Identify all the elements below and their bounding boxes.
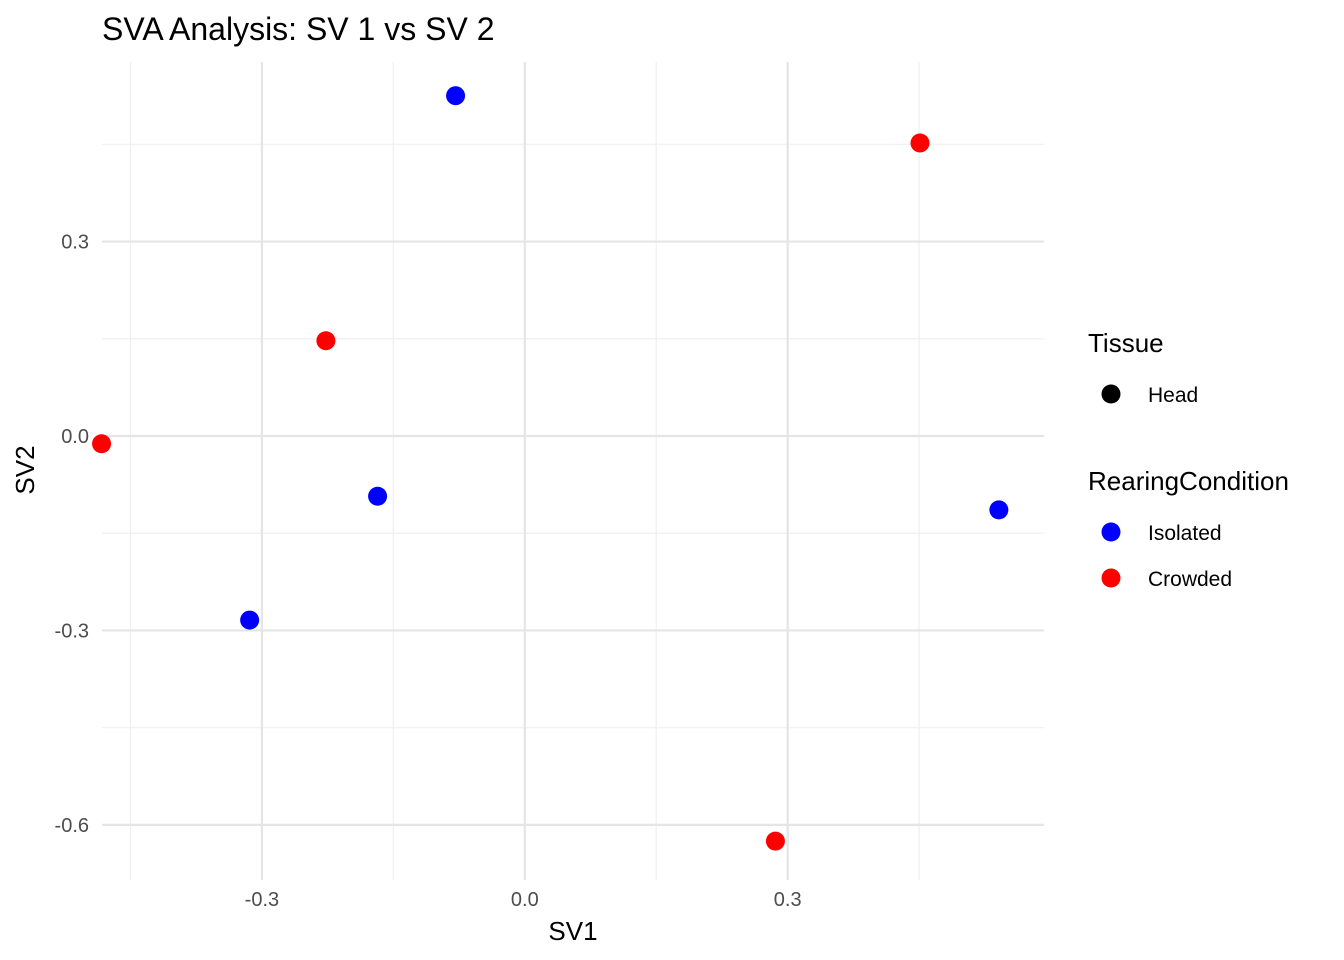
x-axis-title: SV1 (548, 916, 597, 946)
legend-key (1101, 384, 1121, 404)
legend: Tissue Head RearingCondition Isolated Crowde… (1088, 328, 1289, 591)
data-point-isolated (240, 610, 260, 630)
chart-title: SVA Analysis: SV 1 vs SV 2 (102, 11, 494, 47)
legend-label: Head (1148, 384, 1198, 407)
y-tick-label: 0.3 (61, 232, 89, 254)
data-point-isolated (989, 500, 1009, 520)
legend-title: RearingCondition (1088, 466, 1289, 496)
legend-label: Isolated (1148, 522, 1222, 545)
data-point-isolated (368, 486, 388, 506)
y-tick-label: 0.0 (61, 426, 89, 448)
y-axis-ticks: -0.6 -0.3 0.0 0.3 (55, 232, 89, 837)
data-point-crowded (765, 831, 785, 851)
data-point-crowded (316, 331, 336, 351)
legend-key (1101, 522, 1121, 542)
data-point-crowded (92, 434, 112, 454)
legend-label: Crowded (1148, 568, 1232, 591)
data-points (92, 86, 1009, 851)
legend-title: Tissue (1088, 328, 1164, 358)
x-tick-label: -0.3 (245, 889, 279, 911)
y-tick-label: -0.3 (55, 620, 89, 642)
data-point-isolated (446, 86, 466, 106)
grid (102, 62, 1044, 880)
y-axis-title: SV2 (10, 445, 40, 494)
legend-key (1101, 568, 1121, 588)
x-tick-label: 0.0 (511, 889, 539, 911)
y-tick-label: -0.6 (55, 815, 89, 837)
x-axis-ticks: -0.3 0.0 0.3 (245, 889, 802, 911)
data-point-crowded (910, 133, 930, 153)
x-tick-label: 0.3 (774, 889, 802, 911)
